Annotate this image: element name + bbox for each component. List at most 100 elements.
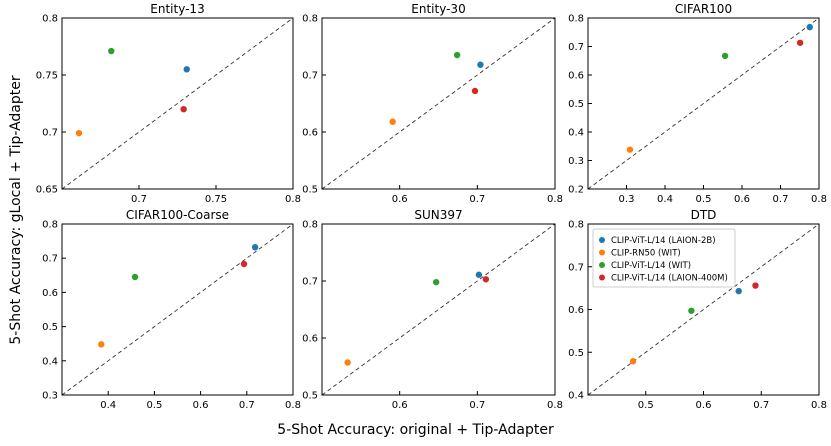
data-point [471,87,479,95]
y-tick-label: 0.5 [568,99,584,110]
subplot-title: CIFAR100-Coarse [126,208,229,222]
y-tick-label: 0.6 [302,128,318,139]
diagonal-reference-line [321,223,556,396]
axes-frame [321,223,556,396]
data-point [721,52,729,60]
subplot-5: SUN397 0.6 0.7 0.8 0.5 0.6 0.7 0.8 [302,208,563,411]
y-tick-label: 0.6 [568,71,584,82]
subplot-6: DTD 0.5 0.6 0.7 0.8 0.4 0.5 0.6 0.7 0.8 CLIP-ViT-L… [568,208,827,411]
data-point [108,47,115,55]
y-tick-label: 0.8 [302,14,318,25]
y-tick-label: 0.7 [42,254,58,265]
y-tick-label: 0.8 [568,220,584,231]
subplot-4: CIFAR100-Coarse 0.4 0.5 0.6 0.7 0.8 0.3 0.4 0.5 0… [42,208,301,411]
x-tick-label: 0.3 [619,194,635,205]
y-tick-label: 0.7 [302,277,318,288]
y-tick-label: 0.5 [302,185,318,196]
y-tick-label: 0.7 [568,42,584,53]
y-tick-label: 0.5 [42,322,58,333]
x-tick-label: 0.5 [638,400,654,411]
legend-entry-label: CLIP-ViT-L/14 (LAION-400M) [611,274,728,284]
data-point [75,129,83,137]
y-tick-label: 0.4 [568,391,584,402]
x-tick-label: 0.4 [100,400,116,411]
data-point [131,273,139,281]
data-point [432,278,440,286]
diagonal-reference-line [587,17,820,190]
subplot-title: Entity-30 [411,2,465,16]
legend-marker [599,262,605,268]
y-tick-label: 0.65 [36,185,58,196]
y-tick-label: 0.4 [568,128,584,139]
x-tick-label: 0.7 [131,194,147,205]
subplot-title: SUN397 [414,208,462,222]
diagonal-reference-line [587,223,820,396]
y-tick-label: 0.8 [568,14,584,25]
data-point [389,118,396,125]
subplot-3: CIFAR100 0.3 0.4 0.5 0.6 0.7 0.8 0.2 0.3 0.4 0.5 0.… [568,2,827,205]
x-tick-label: 0.75 [205,194,227,205]
y-tick-label: 0.8 [42,220,58,231]
global-y-axis-label: 5-Shot Accuracy: gLocal + Tip-Adapter [8,75,24,345]
y-tick-label: 0.75 [36,71,58,82]
y-tick-label: 0.6 [302,334,318,345]
x-tick-label: 0.5 [146,400,162,411]
y-tick-label: 0.3 [568,156,584,167]
legend: CLIP-ViT-L/14 (LAION-2B) CLIP-RN50 (WIT) C… [592,228,736,288]
x-tick-label: 0.6 [696,400,712,411]
data-point [477,61,484,68]
data-point [482,276,490,283]
x-tick-label: 0.6 [734,194,750,205]
subplot-title: DTD [691,208,717,222]
data-point [752,282,759,289]
data-point [98,341,105,348]
y-tick-label: 0.7 [568,262,584,273]
y-tick-label: 0.8 [42,14,58,25]
data-point [344,359,351,366]
data-point [735,287,742,295]
axes-frame [321,17,556,190]
data-point [475,271,483,278]
legend-marker [599,274,605,281]
y-tick-label: 0.6 [568,305,584,316]
data-point [183,66,190,73]
y-tick-label: 0.3 [42,391,58,402]
x-tick-label: 0.7 [773,194,789,205]
x-tick-label: 0.6 [392,400,408,411]
data-point [806,23,813,31]
legend-box [592,228,736,288]
x-tick-label: 0.8 [285,400,301,411]
x-tick-label: 0.7 [239,400,255,411]
data-point [796,39,804,46]
y-tick-label: 0.6 [42,288,58,299]
x-tick-label: 0.8 [285,194,301,205]
x-tick-label: 0.8 [547,194,563,205]
data-point [688,307,695,314]
global-x-axis-label: 5-Shot Accuracy: original + Tip-Adapter [277,422,554,438]
data-point [626,146,634,153]
x-tick-label: 0.6 [392,194,408,205]
x-tick-label: 0.7 [469,194,485,205]
axes-frame [61,223,294,396]
legend-entry-label: CLIP-ViT-L/14 (WIT) [611,261,691,271]
x-tick-label: 0.8 [811,400,827,411]
y-tick-label: 0.5 [568,348,584,359]
subplot-title: Entity-13 [150,2,204,16]
y-tick-label: 0.7 [42,128,58,139]
y-tick-label: 0.2 [568,185,584,196]
subplot-2: Entity-30 0.6 0.7 0.8 0.5 0.6 0.7 0.8 [302,2,563,205]
legend-entry-label: CLIP-ViT-L/14 (LAION-2B) [611,236,716,246]
x-tick-label: 0.6 [193,400,209,411]
y-tick-label: 0.8 [302,220,318,231]
legend-marker [599,237,605,243]
axes-frame [61,17,294,190]
y-tick-label: 0.5 [302,391,318,402]
data-point [180,106,187,113]
data-point [251,244,259,251]
y-tick-label: 0.7 [302,71,318,82]
x-tick-label: 0.8 [547,400,563,411]
data-point [240,260,248,268]
legend-marker [599,249,605,256]
x-tick-label: 0.5 [696,194,712,205]
